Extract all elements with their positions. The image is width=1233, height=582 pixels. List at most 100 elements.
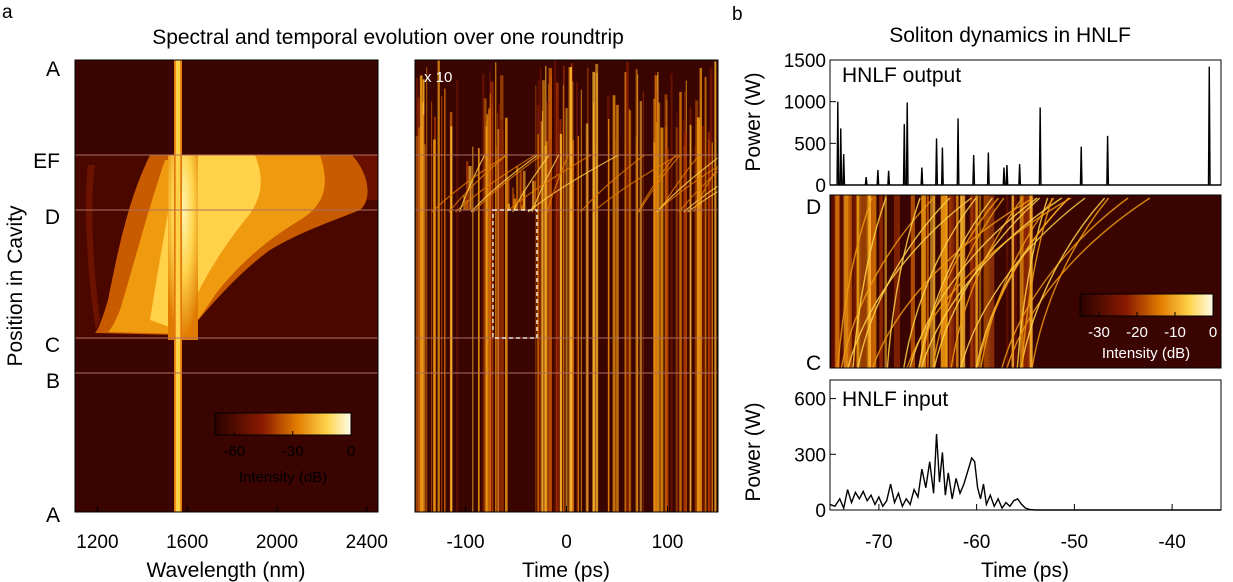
time-trace [572,81,574,512]
hnlf-trace [852,195,856,368]
hnlf-trace [930,195,933,368]
soliton-trajectory [579,154,645,213]
hnlf-trace [1022,195,1025,368]
cavity-ylabel: Position in Cavity [4,205,27,367]
soliton-trajectory [546,154,569,213]
hnlf-trace [948,195,951,368]
hnlf-trace [856,195,859,368]
time-trace [612,95,616,512]
input-xlabel: Time (ps) [981,559,1069,582]
soliton-trajectory [1021,197,1053,368]
soliton-trajectory [903,197,977,368]
hnlf-trace [932,195,936,368]
soliton-trajectory [455,154,536,213]
time-trace [507,178,510,210]
time-trace [699,68,702,512]
soliton-trajectory [886,197,921,368]
time-trace [470,188,472,210]
time-trace [489,93,492,512]
soliton-trajectory [656,156,718,213]
input-power-plot: HNLF input [829,379,1222,511]
time-trace [490,81,493,512]
hnlf-trace [983,195,989,368]
time-trace [660,127,664,512]
hnlf-trace [868,195,872,368]
hnlf-trace [1019,195,1023,368]
time-trace [562,85,564,512]
hnlf-heatmap: -30 -20 -10 0 Intensity (dB) [829,194,1222,369]
time-trace [482,73,485,512]
output-inset-label: HNLF output [842,64,961,87]
soliton-trajectory [458,154,486,213]
time-trace [535,85,537,512]
time-trace [666,148,669,512]
soliton-trajectory [908,197,1038,368]
time-trace [625,61,630,512]
soliton-trajectory [678,170,718,213]
temporal-xtick-label: -100 [446,532,484,553]
time-trace [656,122,658,512]
time-trace [559,133,563,512]
time-trace [689,124,692,512]
time-trace [495,62,497,512]
time-trace [653,98,656,512]
input-xtick-label: -70 [865,532,892,553]
hnlf-trace [835,195,840,368]
soliton-trajectory [506,154,592,213]
time-trace [615,104,617,512]
hnlf-trace [841,195,844,368]
time-trace [615,104,619,512]
hnlf-trace [976,195,979,368]
soliton-trajectory [918,197,999,368]
time-trace [534,180,537,210]
hnlf-trace [1011,195,1018,368]
output-ylabel: Power (W) [742,72,765,171]
time-trace [679,91,682,512]
hnlf-colorbar-tick-label: 0 [1209,324,1217,341]
time-trace [519,179,521,210]
time-trace [707,131,711,512]
time-trace [664,94,668,512]
time-trace [700,126,704,512]
input-xtick-label: -60 [963,532,990,553]
spectral-colorbar-tick-label: 0 [347,443,355,460]
output-ytick-label: 1000 [784,93,826,114]
soliton-trajectory [592,154,679,213]
time-trace [415,78,419,512]
soliton-trajectory [1031,197,1110,368]
soliton-trajectory [527,154,619,213]
hnlf-trace [1011,195,1015,368]
time-trace [532,180,535,210]
soliton-trajectory [852,197,887,368]
time-trace [682,119,686,512]
time-trace [544,145,547,512]
soliton-trajectory [959,197,1086,368]
time-trace [523,170,526,210]
time-trace [569,67,573,512]
soliton-trajectory [840,197,935,368]
hnlf-colorbar-tick-label: -20 [1126,324,1148,341]
time-trace [654,75,658,512]
hnlf-trace [866,195,869,368]
soliton-trajectory [837,197,873,368]
time-trace [486,114,489,512]
panel-letter-a: a [2,2,13,23]
hnlf-trace [879,195,883,368]
time-trace [463,195,466,210]
spectral-xlabel: Wavelength (nm) [146,559,305,582]
time-trace [498,103,501,512]
time-trace [487,108,491,512]
time-trace [580,89,582,512]
input-ytick-label: 300 [794,445,826,466]
time-trace [714,61,717,512]
time-trace [465,200,468,210]
input-xtick-label: -40 [1158,532,1185,553]
hnlf-colorbar [1079,293,1214,317]
hnlf-colorbar-tick-label: -10 [1164,324,1186,341]
time-trace [516,166,519,210]
soliton-trajectory [976,197,1070,368]
soliton-trajectory [448,154,507,213]
time-trace [694,145,696,512]
time-trace [417,97,420,512]
